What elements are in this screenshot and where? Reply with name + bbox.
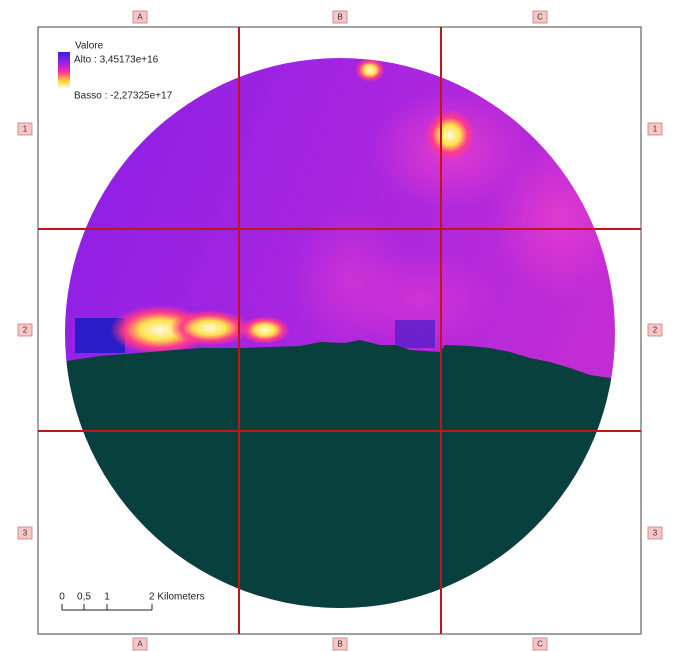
legend-colorbar [58, 52, 70, 88]
legend-low: Basso : -2,27325e+17 [74, 91, 173, 102]
row-label: 1 [23, 125, 28, 134]
row-label: 1 [653, 125, 658, 134]
column-label: A [137, 640, 143, 649]
column-label: C [537, 640, 543, 649]
column-label: C [537, 13, 543, 22]
row-label: 3 [23, 529, 28, 538]
row-label: 3 [653, 529, 658, 538]
column-label: A [137, 13, 143, 22]
scalebar-label: 2 Kilometers [149, 592, 205, 603]
scalebar-label: 1 [104, 592, 110, 603]
legend-high: Alto : 3,45173e+16 [74, 55, 159, 66]
column-label: B [337, 13, 342, 22]
legend-title: Valore [75, 41, 104, 52]
column-label: B [337, 640, 342, 649]
scalebar-label: 0,5 [77, 592, 91, 603]
row-label: 2 [23, 326, 28, 335]
map: A A B B C C 1 1 2 2 3 3 Valore Alto : 3,45173e+16 B… [0, 0, 673, 652]
row-label: 2 [653, 326, 658, 335]
scalebar-label: 0 [59, 592, 65, 603]
